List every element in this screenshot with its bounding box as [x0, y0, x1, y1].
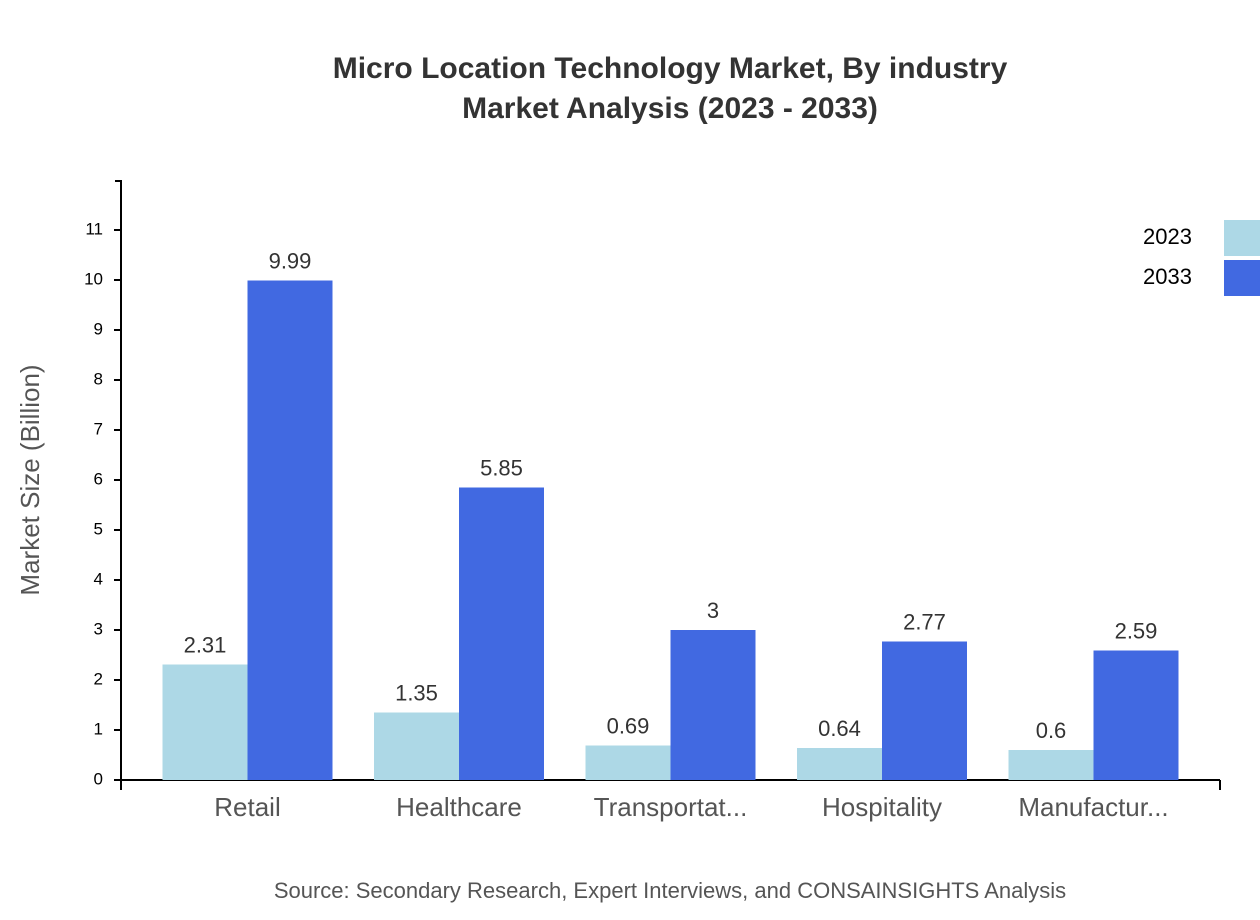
bar — [1008, 750, 1094, 780]
value-label: 1.35 — [395, 680, 438, 705]
value-label: 5.85 — [480, 455, 523, 480]
bar — [247, 280, 333, 780]
bar — [1093, 650, 1179, 780]
y-tick-label: 0 — [94, 769, 103, 788]
y-axis-label: Market Size (Billion) — [15, 364, 45, 595]
bar — [374, 712, 459, 780]
bar — [797, 748, 882, 780]
value-label: 0.64 — [818, 716, 861, 741]
bar — [882, 641, 967, 780]
x-tick-label: Transportat... — [594, 792, 748, 822]
value-label: 0.69 — [607, 713, 650, 738]
x-tick-label: Manufactur... — [1018, 792, 1168, 822]
x-tick-label: Retail — [214, 792, 280, 822]
y-tick-label: 9 — [94, 319, 103, 338]
bar — [162, 664, 248, 780]
chart-subtitle: Market Analysis (2023 - 2033) — [462, 92, 878, 125]
value-label: 9.99 — [269, 248, 312, 273]
y-tick-label: 7 — [94, 419, 103, 438]
y-tick-label: 4 — [94, 569, 103, 588]
value-label: 2.31 — [184, 632, 227, 657]
value-label: 3 — [707, 598, 719, 623]
y-tick-label: 5 — [94, 519, 103, 538]
y-tick-label: 10 — [84, 269, 103, 288]
bar — [459, 487, 544, 780]
legend-swatch — [1224, 220, 1260, 256]
value-label: 0.6 — [1036, 718, 1067, 743]
y-tick-label: 8 — [94, 369, 103, 388]
y-tick-label: 1 — [94, 719, 103, 738]
legend-label: 2033 — [1143, 264, 1192, 289]
value-label: 2.77 — [903, 609, 946, 634]
bar — [670, 630, 756, 780]
legend-swatch — [1224, 260, 1260, 296]
y-tick-label: 6 — [94, 469, 103, 488]
y-tick-label: 3 — [94, 619, 103, 638]
x-tick-label: Hospitality — [822, 792, 942, 822]
bar — [585, 745, 671, 780]
y-tick-label: 11 — [85, 219, 103, 238]
source-note: Source: Secondary Research, Expert Inter… — [274, 878, 1066, 903]
x-tick-label: Healthcare — [396, 792, 522, 822]
legend-label: 2023 — [1143, 224, 1192, 249]
value-label: 2.59 — [1115, 618, 1158, 643]
y-tick-label: 2 — [94, 669, 103, 688]
chart-title: Micro Location Technology Market, By ind… — [333, 52, 1008, 85]
